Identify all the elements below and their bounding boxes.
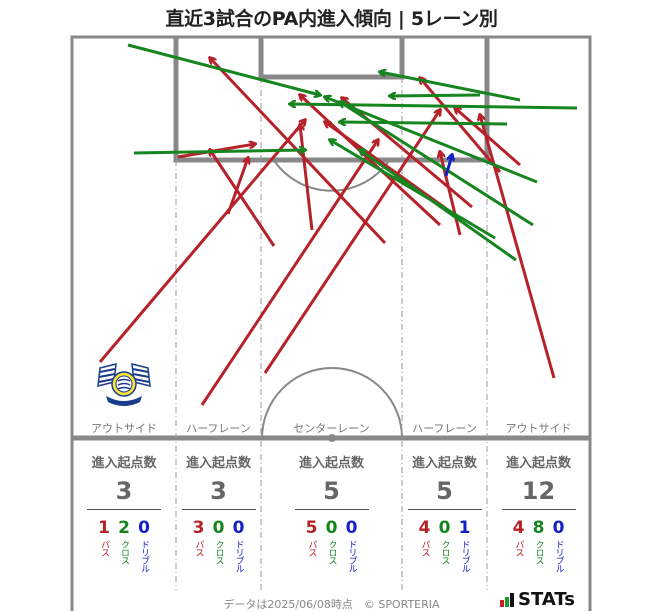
cross-arrows — [127, 43, 578, 262]
pass-count: 3 — [192, 518, 205, 538]
bar-chart-icon — [500, 592, 514, 607]
pass-label: パス — [99, 540, 109, 556]
pass-count: 1 — [98, 518, 110, 538]
stat-total: 5 — [323, 477, 340, 505]
team-crest-icon — [97, 363, 151, 406]
dribble-label: ドリブル — [346, 540, 357, 572]
lane-label-outside-left: アウトサイド — [91, 422, 157, 435]
cross-label: クロス — [119, 540, 129, 564]
divider — [294, 509, 369, 510]
pass-count: 4 — [418, 518, 431, 538]
lane-dividers — [175, 77, 488, 590]
pitch-lines — [70, 35, 592, 611]
lane-stats-outside-left: 進入起点数 3 1 パス 2 クロス 0 ドリブル — [72, 452, 176, 572]
stat-header: 進入起点数 — [505, 456, 571, 471]
cross-count: 2 — [118, 518, 130, 538]
dribble-label: ドリブル — [553, 540, 564, 572]
cross-count: 8 — [532, 518, 545, 538]
stat-total: 3 — [115, 477, 133, 505]
cross-label: クロス — [533, 540, 544, 564]
dribble-count: 0 — [232, 518, 245, 538]
cross-label: クロス — [439, 540, 450, 564]
lane-stats-center: 進入起点数 5 5 パス 0 クロス 0 ドリブル — [261, 452, 402, 572]
dribble-arrows — [444, 155, 452, 177]
stat-header: 進入起点数 — [91, 456, 157, 471]
stat-header: 進入起点数 — [185, 456, 251, 471]
cross-label: クロス — [326, 540, 337, 564]
stat-total: 12 — [521, 477, 556, 505]
divider — [87, 509, 161, 510]
stat-header: 進入起点数 — [298, 456, 364, 471]
dribble-count: 0 — [552, 518, 565, 538]
lane-label-halfspace-left: ハーフレーン — [186, 422, 251, 435]
page-title: 直近3試合のPA内進入傾向 | 5レーン別 — [165, 8, 498, 30]
brand-name: STATs — [518, 589, 575, 610]
stats-logo: STATs — [500, 589, 575, 610]
stat-total: 5 — [436, 477, 453, 505]
lane-stats-halfspace-left: 進入起点数 3 3 パス 0 クロス 0 ドリブル — [176, 452, 261, 572]
pass-label: パス — [306, 540, 317, 556]
pass-label: パス — [193, 540, 204, 556]
pass-label: パス — [513, 540, 524, 556]
lane-stats-halfspace-right: 進入起点数 5 4 パス 0 クロス 1 ドリブル — [402, 452, 487, 572]
divider — [181, 509, 256, 510]
divider — [501, 509, 576, 510]
lane-label-halfspace-right: ハーフレーン — [412, 422, 477, 435]
cross-count: 0 — [325, 518, 338, 538]
dribble-count: 0 — [138, 518, 150, 538]
dribble-label: ドリブル — [459, 540, 470, 572]
dribble-label: ドリブル — [139, 540, 149, 572]
pass-count: 5 — [305, 518, 318, 538]
dribble-label: ドリブル — [233, 540, 244, 572]
pass-count: 4 — [512, 518, 525, 538]
cross-count: 0 — [212, 518, 225, 538]
pass-label: パス — [419, 540, 430, 556]
dribble-count: 0 — [345, 518, 358, 538]
divider — [407, 509, 482, 510]
stat-total: 3 — [210, 477, 227, 505]
cross-count: 0 — [438, 518, 451, 538]
lane-label-outside-right: アウトサイド — [505, 422, 572, 435]
cross-label: クロス — [213, 540, 224, 564]
dribble-count: 1 — [458, 518, 471, 538]
stat-header: 進入起点数 — [411, 456, 477, 471]
lane-stats-outside-right: 進入起点数 12 4 パス 8 クロス 0 ドリブル — [487, 452, 590, 572]
lane-label-center: センターレーン — [293, 422, 370, 435]
data-date-note: データは2025/06/08時点 © SPORTERIA — [223, 598, 440, 611]
